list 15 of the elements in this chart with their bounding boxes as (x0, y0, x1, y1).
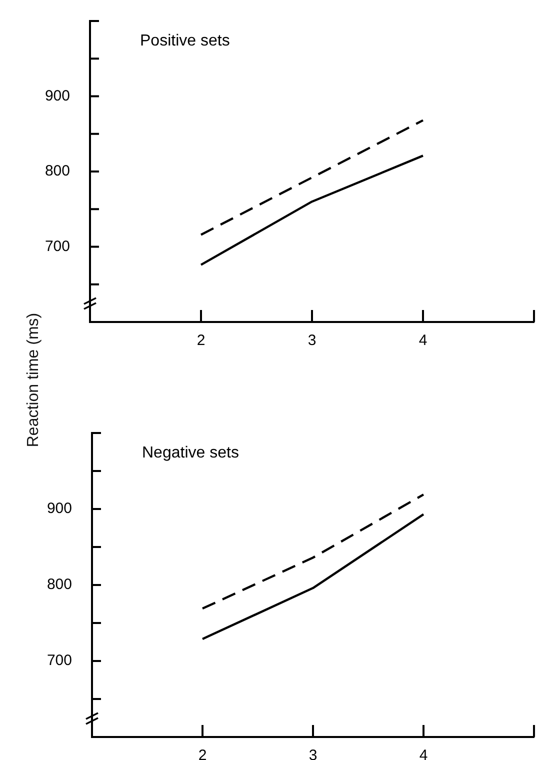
text: Positive sets (140, 32, 230, 50)
y-tick-label: 800 (46, 576, 72, 594)
x-tick-label: 3 (308, 332, 316, 350)
y-tick-label: 900 (44, 87, 70, 104)
y-tick-label: 700 (44, 238, 70, 255)
x-tick-label: 2 (196, 332, 206, 350)
x-tick-label: 4 (419, 747, 428, 760)
text: Negative sets (142, 444, 239, 462)
y-tick-label: 900 (46, 500, 72, 518)
y-tick-label: 700 (46, 652, 72, 670)
x-tick-label: 2 (198, 747, 207, 760)
y-tick-label: 800 (44, 162, 70, 180)
x-tick-label: 3 (308, 747, 318, 760)
x-tick-label: 4 (418, 332, 428, 350)
y-axis-title: Reaction time (ms) (25, 312, 43, 448)
